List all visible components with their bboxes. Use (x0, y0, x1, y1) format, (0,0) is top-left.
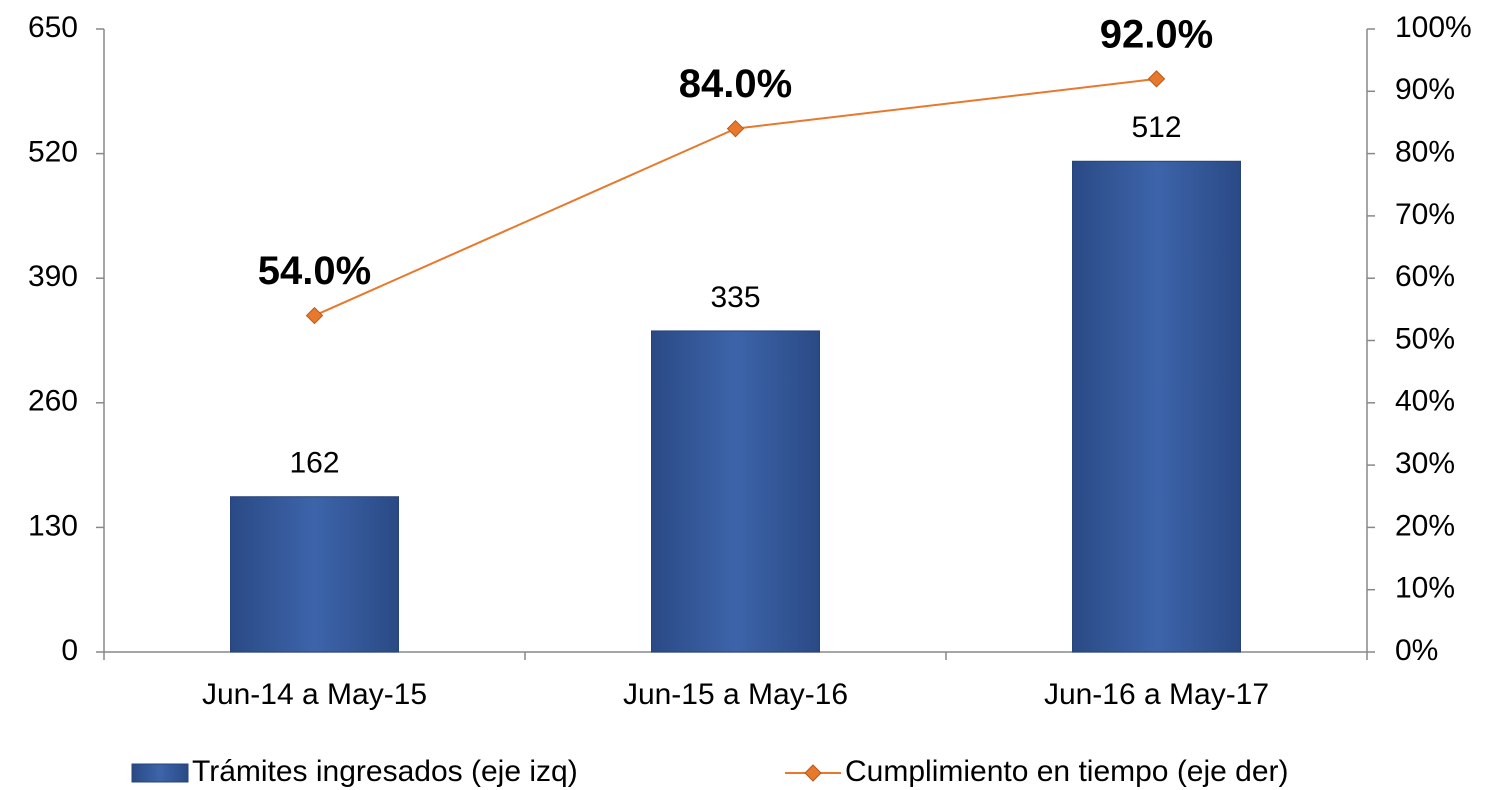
y2-tick-label: 80% (1395, 136, 1455, 169)
y2-tick-label: 90% (1395, 73, 1455, 106)
y2-tick-label: 30% (1395, 447, 1455, 480)
x-tick-label: Jun-15 a May-16 (623, 678, 848, 711)
y2-tick-label: 60% (1395, 260, 1455, 293)
line-value-label: 84.0% (679, 62, 792, 106)
y-tick-label: 0 (61, 634, 78, 667)
y-tick-label: 520 (28, 136, 78, 169)
y2-tick-label: 20% (1395, 509, 1455, 542)
bar-value-label: 512 (1131, 111, 1181, 144)
y2-tick-label: 10% (1395, 572, 1455, 605)
legend-swatch (131, 763, 189, 783)
x-tick-label: Jun-14 a May-15 (202, 678, 427, 711)
bar-value-label: 335 (710, 281, 760, 314)
bar (651, 330, 820, 653)
line-value-label: 92.0% (1100, 12, 1213, 56)
y2-tick-label: 0% (1395, 634, 1438, 667)
legend-marker (804, 764, 822, 782)
legend-label: Cumplimiento en tiempo (eje der) (845, 755, 1289, 788)
line-value-label: 54.0% (258, 249, 371, 293)
x-tick-label: Jun-16 a May-17 (1044, 678, 1269, 711)
y-tick-label: 130 (28, 509, 78, 542)
y2-tick-label: 40% (1395, 385, 1455, 418)
y2-tick-label: 70% (1395, 198, 1455, 231)
bar (1072, 160, 1241, 653)
y2-tick-label: 100% (1395, 11, 1472, 44)
y-tick-label: 650 (28, 11, 78, 44)
line-marker (305, 306, 324, 325)
y-tick-label: 260 (28, 385, 78, 418)
bar (230, 496, 399, 653)
legend-label: Trámites ingresados (eje izq) (192, 755, 578, 788)
y2-tick-label: 50% (1395, 322, 1455, 355)
y-tick-label: 390 (28, 260, 78, 293)
bar-value-label: 162 (289, 447, 339, 480)
line-marker (1147, 70, 1166, 88)
line-marker (726, 119, 745, 138)
